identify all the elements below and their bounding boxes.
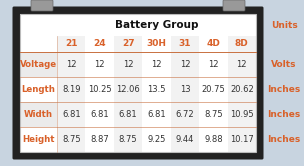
Text: 6.81: 6.81 — [90, 110, 109, 119]
Text: Battery Group: Battery Group — [115, 20, 198, 30]
FancyBboxPatch shape — [223, 0, 245, 11]
Text: 20.75: 20.75 — [202, 85, 225, 94]
Bar — [199, 77, 228, 102]
Bar — [228, 102, 256, 127]
Bar — [171, 77, 199, 102]
Text: 8.75: 8.75 — [119, 135, 137, 144]
Bar — [20, 102, 256, 127]
Text: 12: 12 — [95, 60, 105, 69]
Bar — [142, 77, 171, 102]
Bar — [85, 102, 114, 127]
Bar — [20, 14, 256, 152]
FancyBboxPatch shape — [31, 0, 53, 11]
Text: 24: 24 — [93, 40, 106, 48]
Text: 8.75: 8.75 — [62, 135, 81, 144]
Bar — [199, 102, 228, 127]
Bar — [85, 52, 114, 77]
Bar — [57, 36, 85, 52]
Bar — [114, 77, 142, 102]
Text: 10.25: 10.25 — [88, 85, 112, 94]
Text: 8.87: 8.87 — [90, 135, 109, 144]
Text: 9.44: 9.44 — [176, 135, 194, 144]
Text: 10.95: 10.95 — [230, 110, 254, 119]
Bar — [20, 127, 256, 152]
Bar — [228, 77, 256, 102]
Bar — [57, 102, 85, 127]
Bar — [85, 127, 114, 152]
Bar — [20, 77, 256, 102]
Text: 12: 12 — [123, 60, 133, 69]
Bar — [142, 102, 171, 127]
Bar — [142, 127, 171, 152]
Text: 13: 13 — [180, 85, 190, 94]
Text: Length: Length — [22, 85, 55, 94]
Bar — [199, 36, 228, 52]
Text: 4D: 4D — [206, 40, 220, 48]
Text: Height: Height — [22, 135, 55, 144]
Bar — [85, 36, 114, 52]
Text: 8.19: 8.19 — [62, 85, 81, 94]
Text: 20.62: 20.62 — [230, 85, 254, 94]
Text: 8D: 8D — [235, 40, 249, 48]
Text: 12.06: 12.06 — [116, 85, 140, 94]
Bar — [114, 36, 142, 52]
FancyBboxPatch shape — [12, 6, 264, 160]
Bar — [199, 127, 228, 152]
Bar — [171, 102, 199, 127]
Bar — [114, 52, 142, 77]
Bar — [228, 127, 256, 152]
Bar — [228, 36, 256, 52]
Text: 21: 21 — [65, 40, 78, 48]
Bar — [142, 36, 171, 52]
Bar — [228, 52, 256, 77]
Text: 30H: 30H — [147, 40, 167, 48]
Text: Inches: Inches — [268, 110, 301, 119]
Text: 6.81: 6.81 — [147, 110, 166, 119]
Bar — [171, 52, 199, 77]
Bar — [57, 127, 85, 152]
Text: Inches: Inches — [268, 85, 301, 94]
Text: 6.81: 6.81 — [62, 110, 81, 119]
Text: 9.25: 9.25 — [147, 135, 166, 144]
Bar — [20, 14, 256, 152]
Text: 13.5: 13.5 — [147, 85, 166, 94]
Text: 9.88: 9.88 — [204, 135, 223, 144]
Text: Volts: Volts — [271, 60, 297, 69]
Bar — [20, 52, 256, 77]
Text: 31: 31 — [179, 40, 191, 48]
Text: Width: Width — [24, 110, 53, 119]
Text: 10.17: 10.17 — [230, 135, 254, 144]
Bar — [142, 52, 171, 77]
Text: 6.81: 6.81 — [119, 110, 137, 119]
Bar — [114, 127, 142, 152]
Text: 12: 12 — [180, 60, 190, 69]
Bar — [199, 52, 228, 77]
Bar — [171, 127, 199, 152]
Bar — [114, 102, 142, 127]
Text: Inches: Inches — [268, 135, 301, 144]
Bar — [57, 52, 85, 77]
Text: Voltage: Voltage — [20, 60, 57, 69]
Text: 12: 12 — [208, 60, 219, 69]
Text: Units: Units — [271, 20, 297, 30]
Text: 12: 12 — [151, 60, 162, 69]
Text: 12: 12 — [237, 60, 247, 69]
Text: 8.75: 8.75 — [204, 110, 223, 119]
Bar — [57, 77, 85, 102]
Text: 12: 12 — [66, 60, 77, 69]
Text: 27: 27 — [122, 40, 134, 48]
Bar — [171, 36, 199, 52]
Text: 6.72: 6.72 — [176, 110, 194, 119]
Bar — [85, 77, 114, 102]
